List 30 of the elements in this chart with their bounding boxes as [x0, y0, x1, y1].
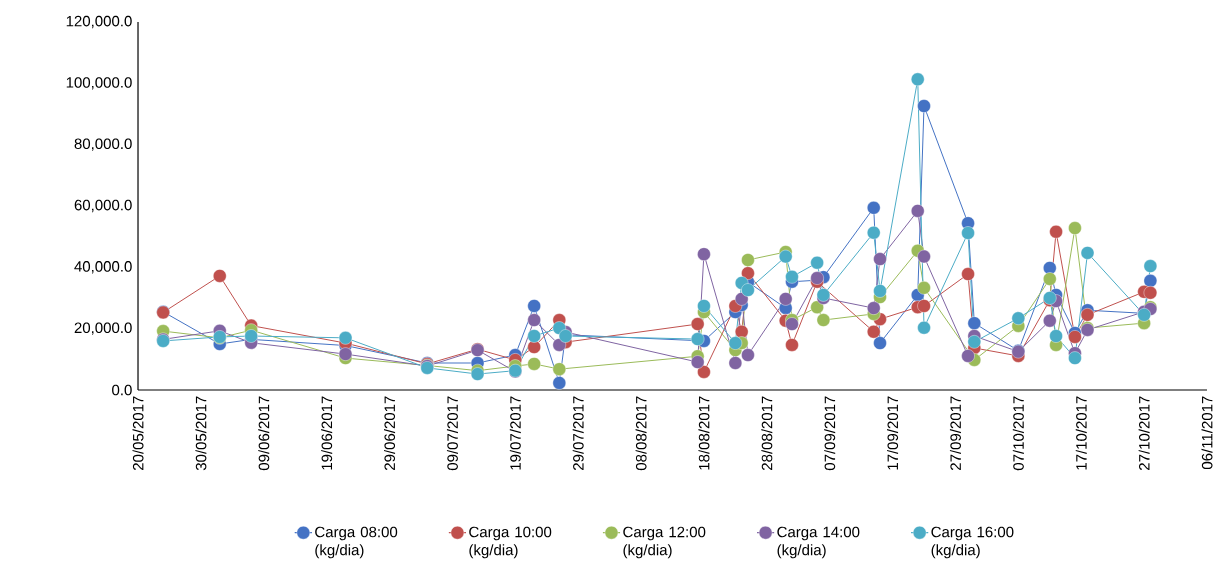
legend-label: Carga 08:00 (kg/dia)	[315, 526, 398, 559]
y-tick-label: 40,000.0	[74, 261, 132, 274]
x-tick-label: 07/09/2017	[824, 396, 836, 471]
x-tick-label: 29/06/2017	[384, 396, 396, 470]
y-tick-label: 80,000.0	[74, 138, 132, 151]
x-tick-label: 06/11/2017	[1201, 396, 1213, 470]
x-tick-label: 08/08/2017	[635, 396, 647, 471]
x-tick-label: 19/07/2017	[509, 396, 521, 470]
x-tick-label: 27/10/2017	[1138, 396, 1150, 470]
y-tick-label: 60,000.0	[74, 199, 132, 213]
legend-label: Carga 14:00 (kg/dia)	[777, 526, 860, 559]
legend-label: Carga 16:00 (kg/dia)	[931, 526, 1014, 559]
x-tick-label: 17/09/2017	[887, 396, 899, 470]
y-tick-label: 0.0	[112, 384, 132, 396]
x-tick-label: 30/05/2017	[195, 396, 207, 471]
x-tick-label: 19/06/2017	[321, 396, 333, 470]
y-tick-label: 20,000.0	[74, 322, 132, 335]
x-tick-label: 27/09/2017	[949, 396, 961, 470]
x-tick-label: 28/08/2017	[761, 396, 773, 470]
x-tick-label: 07/10/2017	[1012, 396, 1024, 471]
legend-label: Carga 10:00 (kg/dia)	[469, 526, 552, 559]
x-tick-label: 18/08/2017	[698, 396, 710, 470]
y-tick-label: 100,000.0	[66, 77, 132, 90]
x-tick-label: 17/10/2017	[1075, 396, 1087, 470]
x-tick-label: 29/07/2017	[572, 396, 584, 470]
x-tick-label: 09/06/2017	[258, 396, 270, 471]
legend-label: Carga 12:00 (kg/dia)	[623, 526, 706, 559]
y-tick-label: 120,000.0	[66, 15, 132, 29]
x-tick-label: 20/05/2017	[132, 396, 144, 470]
x-tick-label: 09/07/2017	[446, 396, 458, 471]
